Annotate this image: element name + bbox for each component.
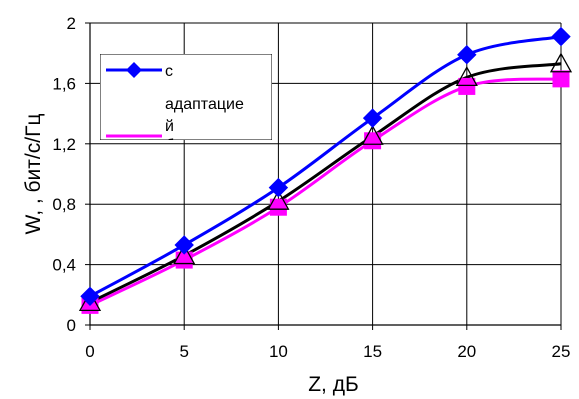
y-axis-title: W, , бит/с/Гц [22, 114, 45, 235]
x-tick-label: 15 [363, 342, 382, 361]
y-tick-label: 0 [67, 316, 76, 335]
series-line-triangle [89, 62, 562, 304]
y-tick-label: 0,4 [52, 256, 76, 275]
data-point-diamond [174, 235, 194, 255]
data-point-diamond [80, 286, 100, 307]
data-point-triangle [549, 52, 573, 73]
tick-labels: 00,40,81,21,620 5 10 15 20 25 [52, 14, 570, 361]
x-tick-label: 5 [179, 342, 188, 361]
series-group [78, 26, 573, 314]
x-tick-label: 0 [85, 342, 94, 361]
legend-marker-adaptive [126, 62, 142, 78]
legend-label-line-2: адаптацие [165, 96, 244, 113]
legend: с адаптацие й без [100, 54, 272, 154]
y-tick-label: 0,8 [52, 195, 76, 214]
data-point-square [269, 198, 287, 216]
data-point-diamond [268, 177, 289, 198]
y-tick-label: 2 [67, 14, 76, 33]
legend-label-line-3: й [165, 118, 174, 135]
y-tick-label: 1,2 [52, 135, 76, 154]
x-axis-title: Z, дБ [308, 373, 359, 396]
data-point-diamond [362, 108, 383, 128]
axes [85, 22, 562, 330]
data-point-diamond [551, 26, 571, 47]
legend-label-line-1: с [165, 63, 173, 80]
legend-label-without: без [165, 137, 190, 154]
x-tick-label: 20 [457, 342, 476, 361]
data-point-diamond [457, 45, 477, 65]
data-point-triangle [173, 244, 196, 265]
y-tick-label: 1,6 [52, 74, 76, 93]
data-point-triangle [78, 291, 102, 312]
x-tick-label: 10 [269, 342, 288, 361]
x-tick-label: 25 [552, 342, 571, 361]
data-point-triangle [455, 66, 478, 87]
data-point-square [552, 70, 570, 88]
data-point-triangle [361, 124, 384, 145]
data-point-triangle [267, 189, 290, 210]
data-point-square [458, 77, 476, 95]
